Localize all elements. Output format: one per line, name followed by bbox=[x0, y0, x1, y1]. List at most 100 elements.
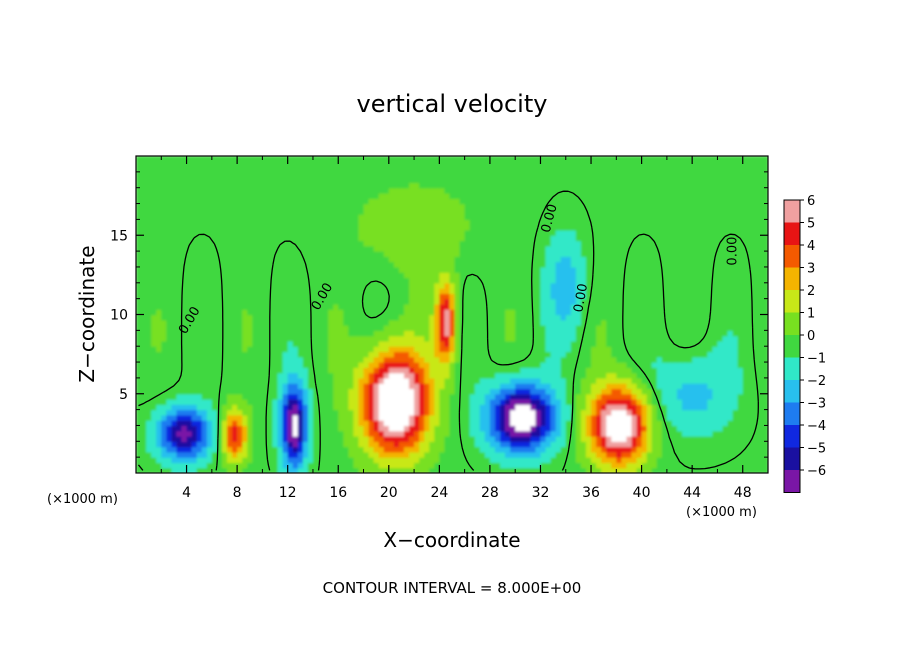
heatmap-cell bbox=[727, 340, 734, 347]
heatmap-cell bbox=[358, 372, 365, 379]
heatmap-cell bbox=[398, 420, 405, 427]
heatmap-cell bbox=[403, 377, 410, 384]
heatmap-cell bbox=[338, 314, 344, 321]
heatmap-cell bbox=[318, 319, 324, 326]
heatmap-cell bbox=[636, 272, 643, 279]
heatmap-cell bbox=[343, 356, 349, 363]
heatmap-cell bbox=[535, 340, 542, 347]
heatmap-cell bbox=[525, 388, 531, 395]
heatmap-cell bbox=[333, 335, 339, 342]
heatmap-cell bbox=[323, 314, 329, 321]
heatmap-cell bbox=[216, 441, 223, 448]
heatmap-cell bbox=[687, 335, 693, 342]
heatmap-cell bbox=[575, 282, 582, 289]
heatmap-cell bbox=[429, 298, 435, 305]
heatmap-cell bbox=[474, 430, 481, 437]
heatmap-cell bbox=[156, 372, 162, 379]
heatmap-cell bbox=[323, 330, 329, 337]
heatmap-cell bbox=[171, 356, 178, 363]
heatmap-cell bbox=[307, 372, 314, 379]
heatmap-cell bbox=[414, 441, 420, 448]
heatmap-cell bbox=[596, 293, 602, 300]
heatmap-cell bbox=[515, 288, 521, 294]
heatmap-cell bbox=[601, 372, 607, 379]
heatmap-cell bbox=[535, 425, 542, 432]
heatmap-cell bbox=[676, 436, 683, 442]
heatmap-cell bbox=[383, 388, 390, 395]
heatmap-cell bbox=[216, 377, 223, 384]
heatmap-cell bbox=[515, 409, 521, 416]
heatmap-cell bbox=[494, 467, 501, 473]
heatmap-cell bbox=[272, 282, 279, 289]
heatmap-cell bbox=[323, 282, 329, 289]
heatmap-cell bbox=[409, 383, 415, 390]
heatmap-cell bbox=[545, 367, 552, 374]
heatmap-cell bbox=[191, 282, 198, 289]
heatmap-cell bbox=[505, 383, 511, 390]
heatmap-cell bbox=[292, 272, 299, 279]
heatmap-cell bbox=[333, 414, 339, 421]
heatmap-cell bbox=[393, 383, 400, 390]
heatmap-cell bbox=[596, 372, 602, 379]
heatmap-cell bbox=[601, 383, 607, 390]
heatmap-cell bbox=[252, 277, 258, 284]
heatmap-cell bbox=[378, 340, 385, 347]
heatmap-cell bbox=[449, 282, 456, 289]
heatmap-cell bbox=[530, 404, 537, 411]
heatmap-cell bbox=[757, 325, 764, 331]
heatmap-cell bbox=[257, 298, 263, 305]
heatmap-cell bbox=[631, 261, 638, 268]
heatmap-cell bbox=[682, 377, 688, 384]
heatmap-cell bbox=[666, 325, 673, 331]
heatmap-cell bbox=[570, 446, 577, 453]
heatmap-cell bbox=[454, 335, 461, 342]
heatmap-cell bbox=[489, 451, 496, 458]
heatmap-cell bbox=[373, 383, 380, 390]
heatmap-cell bbox=[181, 266, 188, 273]
heatmap-cell bbox=[697, 282, 703, 289]
heatmap-cell bbox=[747, 409, 754, 416]
heatmap-cell bbox=[348, 446, 355, 453]
heatmap-cell bbox=[651, 462, 658, 469]
heatmap-cell bbox=[282, 277, 289, 284]
heatmap-cell bbox=[742, 393, 749, 400]
heatmap-cell bbox=[712, 277, 719, 284]
heatmap-cell bbox=[358, 288, 365, 294]
heatmap-cell bbox=[398, 457, 405, 464]
heatmap-cell bbox=[343, 457, 349, 464]
heatmap-cell bbox=[388, 436, 395, 442]
heatmap-cell bbox=[262, 377, 269, 384]
heatmap-cell bbox=[626, 272, 633, 279]
heatmap-cell bbox=[611, 293, 617, 300]
heatmap-cell bbox=[434, 330, 440, 337]
heatmap-cell bbox=[136, 272, 142, 279]
heatmap-cell bbox=[156, 303, 162, 310]
heatmap-cell bbox=[469, 293, 476, 300]
heatmap-cell bbox=[292, 261, 299, 268]
heatmap-cell bbox=[141, 393, 147, 400]
heatmap-cell bbox=[424, 441, 430, 448]
heatmap-cell bbox=[424, 462, 430, 469]
heatmap-cell bbox=[171, 393, 178, 400]
heatmap-cell bbox=[712, 393, 719, 400]
heatmap-cell bbox=[591, 383, 597, 390]
heatmap-cell bbox=[494, 266, 501, 273]
heatmap-cell bbox=[403, 462, 410, 469]
heatmap-cell bbox=[585, 346, 592, 353]
heatmap-cell bbox=[302, 436, 309, 442]
heatmap-cell bbox=[156, 414, 162, 421]
heatmap-cell bbox=[191, 362, 198, 368]
heatmap-cell bbox=[742, 436, 749, 442]
heatmap-cell bbox=[515, 441, 521, 448]
heatmap-cell bbox=[449, 399, 456, 405]
heatmap-cell bbox=[368, 399, 375, 405]
heatmap-cell bbox=[232, 303, 238, 310]
heatmap-cell bbox=[297, 356, 304, 363]
heatmap-cell bbox=[469, 462, 476, 469]
heatmap-cell bbox=[206, 441, 213, 448]
heatmap-cell bbox=[393, 319, 400, 326]
heatmap-cell bbox=[505, 414, 511, 421]
heatmap-cell bbox=[692, 362, 698, 368]
heatmap-cell bbox=[318, 425, 324, 432]
heatmap-cell bbox=[353, 441, 360, 448]
